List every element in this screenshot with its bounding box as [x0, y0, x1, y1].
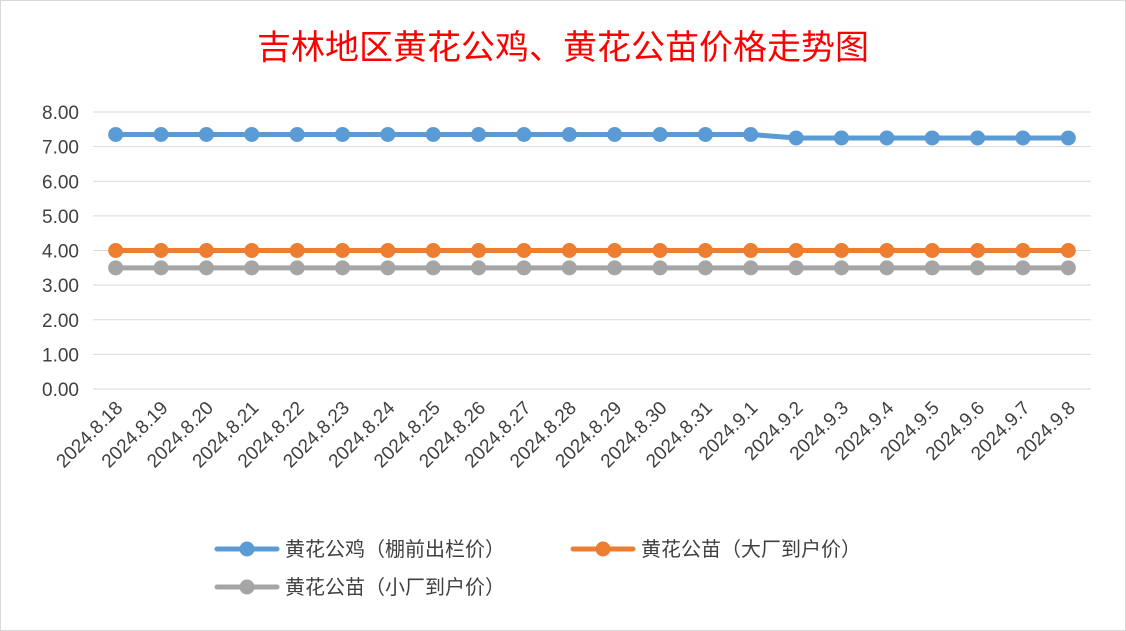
- data-point: [335, 260, 350, 276]
- legend-label: 黄花公苗（大厂到户价）: [641, 537, 861, 561]
- y-axis-ticks: 0.00 1.00 2.00 3.00 4.00 5.00 6.00 7.00 8.00: [42, 103, 79, 401]
- data-point: [108, 127, 124, 143]
- data-point: [970, 260, 986, 276]
- data-point: [561, 260, 577, 276]
- legend-swatch-marker: [595, 541, 611, 557]
- data-point: [153, 243, 169, 258]
- data-point: [743, 127, 759, 143]
- data-point: [1060, 260, 1076, 276]
- data-point: [697, 243, 713, 258]
- data-point: [970, 243, 986, 258]
- data-point: [153, 127, 169, 143]
- data-point: [834, 260, 849, 276]
- data-point: [607, 260, 623, 276]
- y-tick-label: 5.00: [42, 207, 79, 228]
- y-tick-label: 6.00: [42, 172, 79, 193]
- y-tick-label: 0.00: [42, 380, 79, 401]
- data-point: [471, 127, 487, 143]
- legend: 黄花公鸡（棚前出栏价） 黄花公苗（大厂到户价） 黄花公苗（小厂到户价）: [214, 537, 861, 599]
- data-point: [924, 260, 940, 276]
- data-point: [652, 127, 668, 143]
- data-point: [652, 243, 668, 258]
- y-tick-label: 2.00: [42, 311, 79, 332]
- data-point: [879, 130, 895, 146]
- y-tick-label: 1.00: [42, 345, 79, 366]
- data-point: [879, 260, 895, 276]
- data-point: [1015, 130, 1031, 146]
- data-point: [1060, 130, 1076, 146]
- data-point: [561, 127, 577, 143]
- x-axis-ticks: 2024.8.182024.8.192024.8.202024.8.212024…: [53, 397, 1080, 472]
- data-point: [516, 243, 532, 258]
- data-point: [244, 243, 260, 258]
- series-1: [108, 127, 1076, 146]
- y-tick-label: 8.00: [42, 103, 79, 124]
- data-point: [289, 243, 305, 258]
- series-2: [108, 243, 1076, 258]
- data-point: [335, 243, 350, 258]
- data-point: [743, 243, 759, 258]
- data-point: [335, 127, 350, 143]
- data-point: [879, 243, 895, 258]
- series-line: [113, 132, 1071, 141]
- data-point: [380, 260, 396, 276]
- data-point: [924, 243, 940, 258]
- data-point: [970, 130, 986, 146]
- data-point: [607, 127, 623, 143]
- data-point: [289, 260, 305, 276]
- y-tick-label: 3.00: [42, 276, 79, 297]
- data-point: [697, 127, 713, 143]
- data-point: [697, 260, 713, 276]
- data-point: [289, 127, 305, 143]
- data-point: [1060, 243, 1076, 258]
- data-point: [743, 260, 759, 276]
- data-point: [380, 243, 396, 258]
- data-point: [471, 243, 487, 258]
- data-point: [607, 243, 623, 258]
- data-point: [516, 260, 532, 276]
- data-point: [516, 127, 532, 143]
- data-point: [198, 260, 214, 276]
- data-point: [425, 127, 441, 143]
- data-point: [924, 130, 940, 146]
- data-point: [1015, 260, 1031, 276]
- legend-swatch-marker: [239, 579, 255, 595]
- data-point: [380, 127, 396, 143]
- data-point: [788, 243, 804, 258]
- data-point: [198, 127, 214, 143]
- legend-swatch-marker: [239, 541, 255, 557]
- data-point: [108, 243, 124, 258]
- y-tick-label: 4.00: [42, 242, 79, 263]
- data-point: [108, 260, 124, 276]
- legend-label: 黄花公苗（小厂到户价）: [285, 575, 505, 599]
- data-point: [244, 127, 260, 143]
- data-point: [788, 130, 804, 146]
- series-3: [108, 260, 1076, 276]
- data-point: [471, 260, 487, 276]
- data-point: [1015, 243, 1031, 258]
- data-point: [652, 260, 668, 276]
- data-point: [425, 243, 441, 258]
- legend-entry: 黄花公苗（小厂到户价）: [214, 575, 505, 599]
- data-point: [153, 260, 169, 276]
- y-tick-label: 7.00: [42, 138, 79, 159]
- legend-entry: 黄花公苗（大厂到户价）: [570, 537, 861, 561]
- legend-label: 黄花公鸡（棚前出栏价）: [285, 537, 505, 561]
- chart-title: 吉林地区黄花公鸡、黄花公苗价格走势图: [257, 28, 869, 68]
- series-lines: [108, 127, 1076, 276]
- data-point: [788, 260, 804, 276]
- data-point: [198, 243, 214, 258]
- data-point: [834, 130, 849, 146]
- data-point: [425, 260, 441, 276]
- data-point: [244, 260, 260, 276]
- data-point: [561, 243, 577, 258]
- legend-entry: 黄花公鸡（棚前出栏价）: [214, 537, 505, 561]
- data-point: [834, 243, 849, 258]
